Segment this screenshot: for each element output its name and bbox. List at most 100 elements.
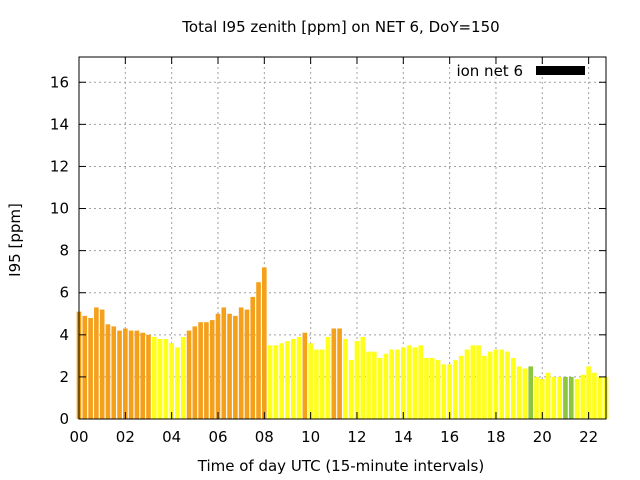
bar <box>539 379 545 419</box>
bar <box>180 336 186 419</box>
x-tick-label: 00 <box>69 428 88 446</box>
bar <box>111 326 117 419</box>
bar <box>337 328 342 419</box>
bar <box>151 336 157 419</box>
x-tick-label: 12 <box>347 428 366 446</box>
bar <box>487 351 493 419</box>
bar <box>198 322 203 419</box>
bar <box>175 347 180 419</box>
bar <box>412 347 418 419</box>
bar <box>140 332 146 419</box>
x-tick-label: 04 <box>162 428 181 446</box>
bar <box>250 296 256 419</box>
bar <box>551 376 557 419</box>
bar <box>482 355 487 419</box>
bar <box>563 376 568 419</box>
bar <box>580 374 586 419</box>
y-axis-label: I95 [ppm] <box>6 203 24 277</box>
bar <box>192 326 198 419</box>
x-tick-label: 18 <box>486 428 505 446</box>
bar <box>302 332 308 419</box>
bar <box>534 376 539 419</box>
y-tick-label: 12 <box>50 157 69 175</box>
bar <box>574 379 580 419</box>
bar <box>314 349 319 419</box>
y-tick-label: 8 <box>59 242 69 260</box>
legend-label: ion net 6 <box>456 62 523 80</box>
bar <box>511 357 516 419</box>
bar <box>366 351 371 419</box>
bar <box>429 357 435 419</box>
bar <box>157 339 163 419</box>
bar <box>441 364 447 419</box>
bar <box>82 315 88 419</box>
bar <box>377 357 383 419</box>
x-tick-label: 16 <box>440 428 459 446</box>
bar <box>383 353 389 419</box>
plot-frame <box>78 56 607 420</box>
bar <box>360 336 366 419</box>
x-axis-label: Time of day UTC (15-minute intervals) <box>197 457 484 475</box>
bar <box>88 317 93 419</box>
y-tick-label: 16 <box>50 73 69 91</box>
bar <box>279 343 285 419</box>
bar <box>117 330 122 419</box>
x-tick-label: 06 <box>208 428 227 446</box>
bar <box>597 376 603 419</box>
bar <box>227 313 232 419</box>
bar <box>424 357 429 419</box>
bar <box>406 345 412 419</box>
bar <box>146 334 151 419</box>
bar <box>476 345 481 419</box>
bar <box>592 372 597 419</box>
bar <box>453 360 458 419</box>
bar <box>516 366 522 419</box>
bar <box>296 336 302 419</box>
y-tick-label: 6 <box>59 284 69 302</box>
bar <box>221 307 227 419</box>
bar <box>528 366 534 419</box>
bar <box>325 336 331 419</box>
bar <box>331 328 337 419</box>
x-tick-label: 14 <box>394 428 413 446</box>
bar <box>470 345 476 419</box>
bar <box>163 339 169 419</box>
x-tick-label: 02 <box>116 428 135 446</box>
bar <box>285 341 290 419</box>
bar <box>105 324 111 419</box>
x-tick-label: 22 <box>579 428 598 446</box>
bars <box>76 267 609 419</box>
bar <box>123 328 128 419</box>
bar <box>395 349 400 419</box>
bar <box>215 313 221 419</box>
bar <box>458 355 464 419</box>
bar <box>273 345 279 419</box>
bar <box>372 351 377 419</box>
bar <box>418 345 423 419</box>
bar <box>348 360 354 419</box>
y-tick-label: 0 <box>59 410 69 428</box>
legend: ion net 6 <box>456 62 585 80</box>
bar <box>128 330 134 419</box>
y-tick-label: 10 <box>50 200 69 218</box>
bar <box>94 307 99 419</box>
grid-lines <box>79 57 606 419</box>
bar <box>545 372 551 419</box>
legend-swatch <box>536 66 585 75</box>
bar <box>308 343 313 419</box>
bar <box>134 330 140 419</box>
bar <box>169 343 174 419</box>
bar <box>586 366 591 419</box>
x-tick-label: 10 <box>301 428 320 446</box>
bar <box>238 307 244 419</box>
bar <box>493 349 499 419</box>
bar <box>99 309 105 419</box>
bar <box>354 341 360 419</box>
y-tick-label: 14 <box>50 115 69 133</box>
bar <box>522 368 528 419</box>
bar <box>389 349 395 419</box>
bar <box>343 339 348 419</box>
bar <box>505 351 510 419</box>
bar <box>262 267 267 419</box>
